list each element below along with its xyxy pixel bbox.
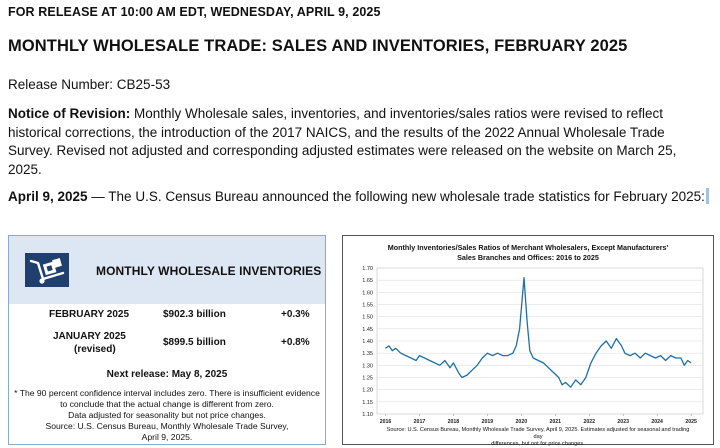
jan-change: +0.8% bbox=[281, 337, 310, 348]
jan-period: JANUARY 2025 bbox=[53, 331, 126, 342]
note-line: Source: U.S. Census Bureau, Monthly Whol… bbox=[45, 421, 289, 431]
series-line bbox=[385, 277, 692, 388]
x-tick-label: 2020 bbox=[516, 419, 528, 425]
y-tick-label: 1.55 bbox=[362, 303, 373, 309]
y-tick-label: 1.65 bbox=[362, 278, 373, 284]
chart-source-line: Source: U.S. Census Bureau, Monthly Whol… bbox=[386, 427, 690, 440]
x-tick-label: 2018 bbox=[448, 419, 460, 425]
next-release: Next release: May 8, 2025 bbox=[106, 369, 228, 380]
revision-label: Notice of Revision: bbox=[8, 106, 131, 121]
y-tick-label: 1.70 bbox=[362, 266, 373, 272]
announcement-date: April 9, 2025 bbox=[8, 189, 88, 204]
dolly-boxes-icon bbox=[25, 253, 69, 287]
x-tick-label: 2017 bbox=[414, 419, 426, 425]
feb-period: FEBRUARY 2025 bbox=[49, 309, 130, 320]
jan-period-note: (revised) bbox=[74, 344, 116, 355]
y-tick-label: 1.40 bbox=[362, 339, 373, 345]
inventories-heading: MONTHLY WHOLESALE INVENTORIES bbox=[96, 264, 322, 278]
y-tick-label: 1.35 bbox=[362, 351, 373, 357]
y-tick-label: 1.60 bbox=[362, 290, 373, 296]
inventories-note: * The 90 percent confidence interval inc… bbox=[13, 388, 321, 443]
ratio-chart-box: Monthly Inventories/Sales Ratios of Merc… bbox=[342, 235, 714, 448]
x-tick-label: 2025 bbox=[685, 419, 697, 425]
y-tick-label: 1.15 bbox=[362, 400, 373, 406]
x-tick-label: 2019 bbox=[482, 419, 494, 425]
y-tick-label: 1.45 bbox=[362, 327, 373, 333]
release-number: Release Number: CB25-53 bbox=[8, 77, 171, 92]
feb-value: $902.3 billion bbox=[163, 309, 226, 320]
x-tick-label: 2024 bbox=[651, 419, 663, 425]
announcement: April 9, 2025 — The U.S. Census Bureau a… bbox=[8, 188, 713, 207]
chart-source: Source: U.S. Census Bureau, Monthly Whol… bbox=[383, 427, 693, 448]
inventories-header: MONTHLY WHOLESALE INVENTORIES bbox=[9, 236, 325, 304]
x-tick-label: 2023 bbox=[617, 419, 629, 425]
y-tick-label: 1.10 bbox=[362, 412, 373, 418]
announcement-text: — The U.S. Census Bureau announced the f… bbox=[87, 189, 705, 204]
inventories-box: MONTHLY WHOLESALE INVENTORIES FEBRUARY 2… bbox=[8, 235, 326, 445]
y-tick-label: 1.50 bbox=[362, 315, 373, 321]
y-tick-label: 1.25 bbox=[362, 376, 373, 382]
feb-change: +0.3% bbox=[281, 309, 310, 320]
note-line: to conclude that the actual change is di… bbox=[60, 399, 274, 409]
y-tick-label: 1.20 bbox=[362, 388, 373, 394]
chart-title: Monthly Inventories/Sales Ratios of Merc… bbox=[343, 243, 713, 263]
release-line: FOR RELEASE AT 10:00 AM EDT, WEDNESDAY, … bbox=[8, 5, 381, 19]
chart-source-line: differences, but not for price changes. bbox=[491, 441, 585, 447]
jan-value: $899.5 billion bbox=[163, 337, 226, 348]
text-cursor bbox=[705, 188, 709, 204]
note-line: April 9, 2025. bbox=[141, 432, 193, 442]
revision-notice: Notice of Revision: Monthly Wholesale sa… bbox=[8, 105, 708, 179]
note-line: * The 90 percent confidence interval inc… bbox=[14, 388, 320, 398]
x-tick-label: 2016 bbox=[380, 419, 392, 425]
note-line: Data adjusted for seasonality but not pr… bbox=[68, 410, 266, 420]
ratio-chart: 1.70 1.65 1.60 1.55 1.50 1.45 1.40 1.35 1.30 1.25… bbox=[362, 266, 704, 425]
chart-title-line: Sales Branches and Offices: 2016 to 2025 bbox=[457, 253, 599, 262]
revision-text: Monthly Wholesale sales, inventories, an… bbox=[8, 106, 677, 177]
y-tick-label: 1.30 bbox=[362, 363, 373, 369]
page-title: MONTHLY WHOLESALE TRADE: SALES AND INVEN… bbox=[8, 37, 628, 55]
chart-title-line: Monthly Inventories/Sales Ratios of Merc… bbox=[387, 243, 669, 252]
x-tick-label: 2022 bbox=[583, 419, 595, 425]
x-tick-label: 2021 bbox=[550, 419, 562, 425]
